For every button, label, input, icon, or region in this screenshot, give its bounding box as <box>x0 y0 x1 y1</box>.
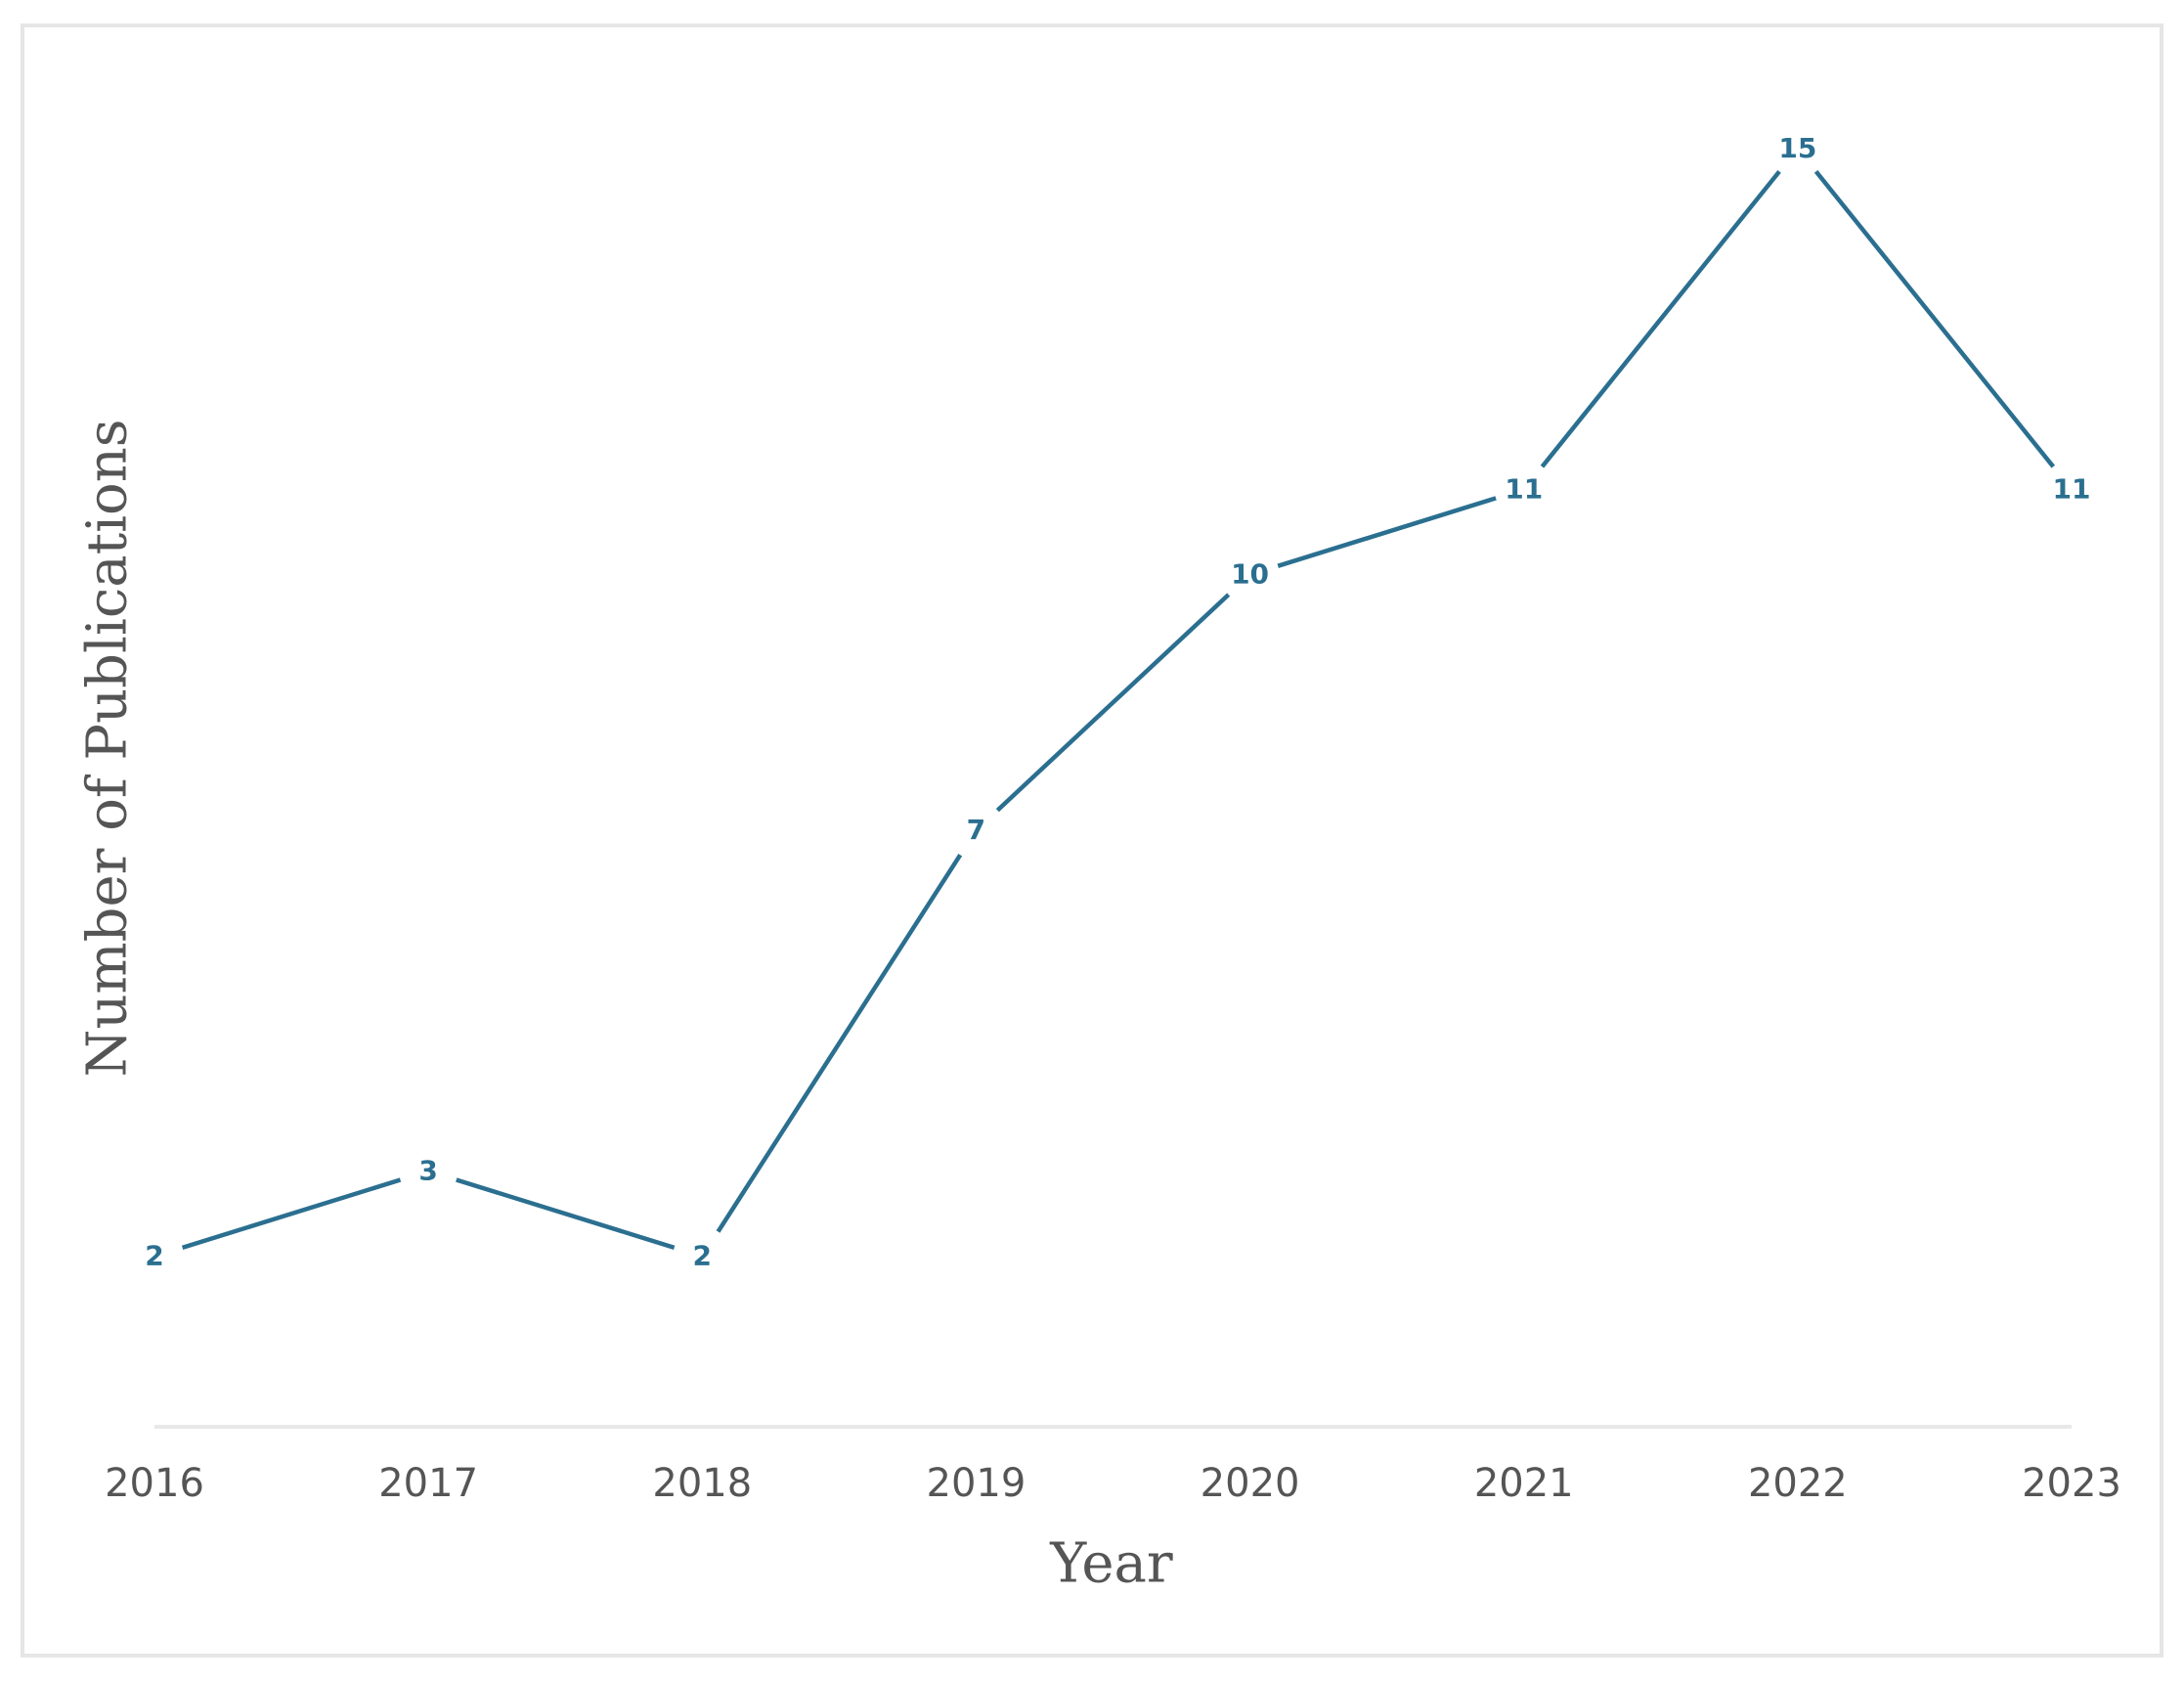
data-label: 7 <box>967 814 985 846</box>
chart-frame <box>21 23 2163 1658</box>
line <box>153 146 2074 1259</box>
data-label: 2 <box>145 1240 163 1272</box>
label-halo <box>399 1141 459 1201</box>
label-halo <box>673 1226 732 1286</box>
x-axis-label: Year <box>1049 1532 1173 1596</box>
x-tick-label: 2020 <box>1201 1461 1300 1506</box>
x-tick-label: 2018 <box>652 1461 752 1506</box>
data-label: 10 <box>1231 558 1269 591</box>
x-tick-label: 2021 <box>1474 1461 1574 1506</box>
label-halo <box>125 1226 184 1286</box>
data-label: 11 <box>2053 473 2091 506</box>
x-tick-label: 2023 <box>2022 1461 2121 1506</box>
data-label: 3 <box>418 1155 437 1187</box>
x-tick-label: 2017 <box>378 1461 478 1506</box>
data-label: 15 <box>1778 132 1816 164</box>
data-label: 11 <box>1505 473 1543 506</box>
data-label: 2 <box>693 1240 712 1272</box>
label-halo <box>1768 119 1827 178</box>
x-tick-label: 2022 <box>1748 1461 1848 1506</box>
x-tick-label: 2016 <box>105 1461 204 1506</box>
label-halo <box>2042 460 2101 519</box>
label-halo <box>1220 545 1280 604</box>
label-halo <box>1494 460 1553 519</box>
label-halo <box>946 801 1006 861</box>
y-axis-label: Number of Publications <box>76 419 140 1077</box>
x-tick-label: 2019 <box>927 1461 1026 1506</box>
